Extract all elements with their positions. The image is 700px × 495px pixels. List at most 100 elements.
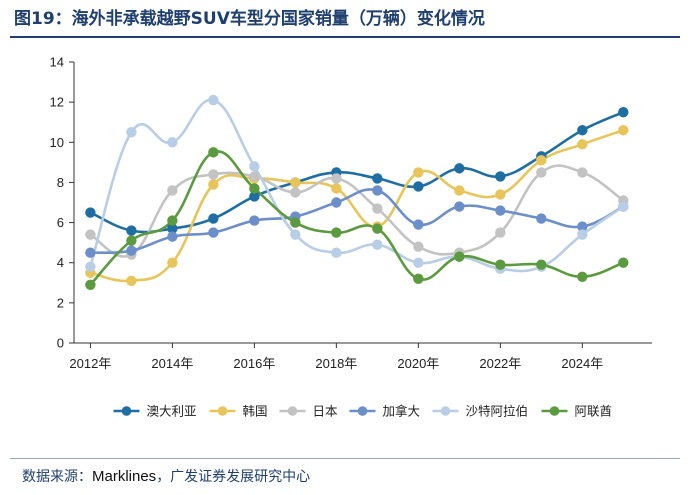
data-point (413, 219, 424, 230)
source-tail: ，广发证券发展研究中心 (156, 469, 311, 485)
legend-swatch-marker (217, 406, 228, 416)
data-point (208, 179, 219, 190)
series-line-4 (89, 98, 625, 273)
data-point (372, 173, 383, 184)
x-tick-label: 2012年 (69, 356, 111, 371)
data-point (167, 257, 178, 268)
y-tick-label: 4 (57, 255, 64, 270)
data-point (618, 257, 629, 268)
x-tick-label: 2014年 (151, 356, 193, 371)
data-point (85, 229, 96, 240)
data-point (290, 217, 301, 228)
legend-label: 韩国 (243, 404, 268, 419)
data-point (413, 273, 424, 284)
y-tick-label: 12 (50, 95, 64, 110)
data-point (167, 137, 178, 148)
data-point (290, 177, 301, 188)
source-brand: Marklines (92, 468, 157, 485)
legend-swatch-marker (440, 406, 451, 416)
data-point (126, 275, 137, 286)
x-tick-label: 2018年 (315, 356, 357, 371)
data-point (495, 189, 506, 200)
data-point (85, 279, 96, 290)
data-point (249, 191, 260, 202)
legend-swatch-marker (549, 406, 560, 416)
data-point (208, 94, 219, 106)
y-tick-label: 10 (50, 135, 64, 150)
legend-label: 阿联酋 (575, 404, 613, 419)
data-point (126, 245, 137, 256)
data-point (372, 203, 383, 214)
data-point (536, 213, 547, 224)
data-point (126, 235, 137, 246)
data-point (167, 231, 178, 242)
data-point (454, 251, 465, 262)
data-point (372, 223, 383, 234)
data-point (126, 225, 137, 236)
line-chart: 0 2 4 6 8 10 12 14 2012年 2014年 2016年 2018年 2020年 2022… (50, 55, 652, 419)
data-point (208, 227, 219, 238)
data-point (577, 125, 588, 136)
data-point (495, 227, 506, 238)
legend-label: 沙特阿拉伯 (466, 404, 529, 419)
legend-swatch-marker (357, 406, 368, 416)
x-tick-label: 2020年 (397, 356, 439, 371)
data-point (85, 261, 96, 272)
data-point (331, 183, 342, 194)
series-points (85, 94, 629, 290)
source-note: 数据来源：Marklines，广发证券发展研究中心 (22, 466, 310, 486)
x-tick-label: 2024年 (561, 356, 603, 371)
data-point (495, 205, 506, 216)
data-point (331, 247, 342, 258)
data-point (208, 213, 219, 224)
data-point (413, 167, 424, 178)
data-point (167, 215, 178, 226)
data-point (372, 239, 383, 250)
legend-swatch-marker (121, 406, 132, 416)
data-point (618, 125, 629, 136)
legend-label: 加拿大 (383, 404, 421, 419)
data-point (454, 201, 465, 212)
y-tick-label: 2 (57, 295, 64, 310)
figure-title: 图19：海外非承载越野SUV车型分国家销量（万辆）变化情况 (14, 9, 485, 29)
data-point (577, 229, 588, 240)
data-point (126, 127, 137, 138)
data-point (249, 183, 260, 194)
data-point (577, 167, 588, 178)
legend-swatch-marker (287, 406, 298, 416)
data-point (372, 185, 383, 196)
data-point (536, 155, 547, 166)
data-point (208, 147, 219, 158)
data-point (577, 221, 588, 232)
data-point (618, 106, 629, 118)
title-divider (10, 36, 680, 38)
data-point (577, 271, 588, 282)
legend-label: 澳大利亚 (147, 404, 197, 419)
data-point (331, 227, 342, 238)
data-point (290, 187, 301, 198)
y-tick-label: 6 (57, 215, 64, 230)
data-point (454, 163, 465, 174)
data-point (249, 171, 260, 182)
data-point (454, 185, 465, 196)
y-tick-label: 8 (57, 175, 64, 190)
data-point (167, 185, 178, 196)
data-point (331, 173, 342, 184)
data-point (413, 241, 424, 252)
data-point (290, 229, 301, 240)
data-point (495, 259, 506, 270)
data-point (413, 257, 424, 268)
y-tick-label: 14 (50, 55, 64, 70)
data-point (536, 259, 547, 270)
data-point (208, 169, 219, 180)
source-label: 数据来源： (22, 469, 92, 485)
x-tick-label: 2016年 (233, 356, 275, 371)
data-point (413, 181, 424, 192)
chart-legend: 澳大利亚 韩国 日本 加拿大 沙特阿拉伯 阿联酋 (113, 404, 613, 419)
data-point (85, 207, 96, 218)
data-point (577, 139, 588, 150)
chart-axes: 0 2 4 6 8 10 12 14 2012年 2014年 2016年 2018年 2020年 2022… (50, 55, 652, 371)
legend-label: 日本 (313, 404, 339, 419)
data-point (495, 171, 506, 182)
data-point (249, 161, 260, 172)
